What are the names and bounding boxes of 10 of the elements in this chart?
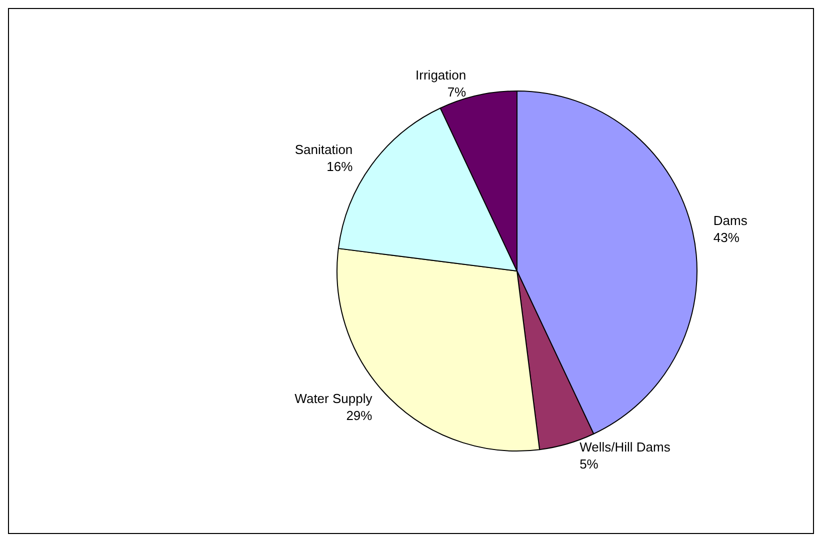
slice-label: Wells/Hill Dams (580, 439, 671, 454)
data-label: 5% (580, 456, 599, 472)
slice-label: Dams (713, 213, 748, 228)
slice-label: Irrigation (416, 68, 466, 83)
slice-label: Water Supply (294, 390, 373, 406)
data-label: 43% (713, 230, 740, 246)
data-label: 7% (447, 84, 467, 100)
slice-label: Sanitation (294, 142, 353, 158)
data-label: 29% (346, 408, 373, 423)
data-label: 16% (326, 159, 354, 174)
